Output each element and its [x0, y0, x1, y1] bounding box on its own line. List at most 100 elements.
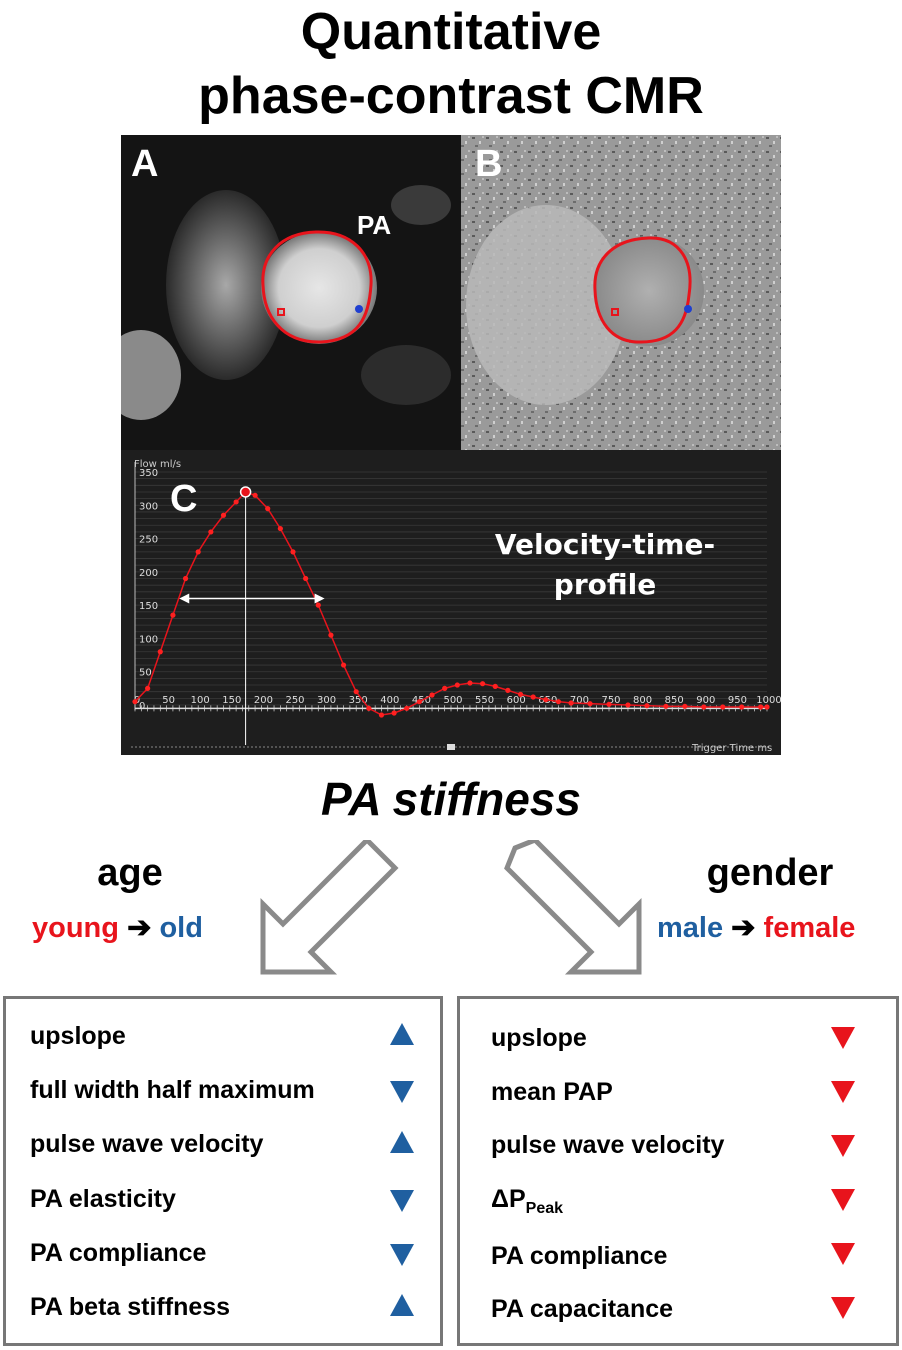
data-point	[517, 691, 524, 697]
x-tick-label: 200	[254, 695, 273, 706]
chart-panel	[121, 450, 781, 755]
data-point	[442, 685, 448, 691]
delta-p-label: ΔP	[491, 1185, 526, 1213]
arrow-to-gender-icon	[504, 840, 642, 975]
gender-item: pulse wave velocity	[491, 1131, 725, 1159]
down-arrow-icon	[390, 1081, 414, 1103]
data-point	[701, 704, 707, 710]
data-point	[764, 704, 770, 710]
x-tick-label: 850	[665, 695, 684, 706]
x-tick-label: 150	[222, 695, 241, 706]
down-arrow-icon	[831, 1027, 855, 1049]
panel-label-b: B	[475, 143, 503, 185]
data-point	[505, 687, 511, 693]
gender-item: mean PAP	[491, 1078, 613, 1106]
pa-contour-a	[261, 230, 373, 344]
x-tick-label: 250	[285, 695, 304, 706]
data-point	[404, 705, 410, 711]
data-point	[277, 525, 283, 532]
gender-from: male	[657, 912, 724, 944]
up-arrow-icon	[390, 1023, 414, 1045]
gender-item: PA capacitance	[491, 1295, 674, 1323]
data-point	[132, 699, 138, 705]
y-tick-label: 50	[139, 668, 152, 679]
pa-vessel-magnitude	[261, 232, 377, 344]
x-tick-label: 1000	[756, 695, 781, 706]
down-arrow-icon	[831, 1297, 855, 1319]
age-findings-box: upslope full width half maximum pulse wa…	[3, 996, 443, 1346]
data-point	[644, 703, 650, 709]
data-point	[758, 704, 764, 710]
data-point	[429, 692, 435, 698]
data-point	[720, 704, 726, 710]
peak-marker	[239, 486, 252, 498]
chart-marks	[132, 486, 770, 745]
panel-label-a: A	[131, 143, 159, 185]
down-arrow-icon	[390, 1244, 414, 1266]
age-item: pulse wave velocity	[30, 1130, 264, 1158]
age-from: young	[32, 912, 119, 944]
data-point	[568, 700, 574, 706]
cmr-figure: 0501001502002503003500501001502002503003…	[121, 135, 781, 755]
data-point	[315, 602, 321, 608]
down-arrow-icon	[831, 1243, 855, 1265]
y-tick-label: 300	[139, 501, 158, 512]
gender-to: female	[763, 912, 856, 944]
data-point	[391, 710, 397, 716]
data-point	[366, 705, 372, 711]
x-tick-label: 950	[728, 695, 747, 706]
down-arrow-icon	[831, 1189, 855, 1211]
chart-grid	[134, 462, 767, 710]
pa-label: PA	[357, 210, 392, 240]
up-arrow-icon	[390, 1294, 414, 1316]
data-point	[555, 699, 562, 705]
title-line-1: Quantitative	[300, 3, 602, 61]
data-point	[145, 685, 151, 691]
data-point	[416, 699, 422, 705]
data-point	[530, 694, 536, 700]
mri-structure-left	[166, 190, 286, 380]
pa-vessel-phase	[594, 236, 704, 346]
x-tick-label: 550	[475, 695, 494, 706]
data-point	[340, 662, 347, 668]
x-tick-label: 350	[349, 695, 368, 706]
data-point	[233, 499, 239, 505]
x-tick-label: 700	[570, 695, 589, 706]
chart-title-line-2: profile	[553, 568, 657, 601]
age-item: full width half maximum	[30, 1076, 315, 1104]
delta-p-subscript: Peak	[525, 1200, 564, 1217]
data-point	[606, 701, 612, 707]
data-point	[663, 703, 669, 709]
gender-trend-arrow-icon: ➔	[731, 912, 756, 944]
fwhm-arrow-left-icon	[179, 593, 190, 604]
x-tick-label: 600	[507, 695, 526, 706]
x-tick-label: 100	[191, 695, 210, 706]
hollow-arrows	[260, 840, 642, 975]
data-point	[480, 681, 486, 687]
x-tick-label: 900	[696, 695, 715, 706]
data-point	[157, 649, 163, 655]
data-point	[303, 575, 309, 582]
up-arrow-icon	[390, 1131, 414, 1153]
data-point	[587, 701, 593, 707]
y-tick-label: 350	[139, 468, 158, 479]
down-arrow-icon	[390, 1190, 414, 1212]
y-tick-label: 150	[139, 601, 158, 612]
chart-x-axis-label: Trigger Time ms	[692, 743, 773, 754]
data-point	[739, 704, 745, 710]
x-tick-label: 50	[162, 695, 175, 706]
data-point	[467, 680, 473, 686]
chart-title-line-1: Velocity-time-	[494, 528, 716, 561]
data-point	[682, 703, 688, 709]
data-point	[454, 682, 460, 688]
chart-title: Velocity-time- profile	[470, 525, 740, 605]
data-point	[170, 612, 176, 618]
title-line-2: phase-contrast CMR	[198, 67, 704, 125]
gender-item: upslope	[491, 1024, 587, 1052]
chart-y-axis-label: Flow ml/s	[134, 459, 182, 470]
x-tick-label: 800	[633, 695, 652, 706]
age-item: PA compliance	[30, 1239, 207, 1267]
age-trend-arrow-icon: ➔	[127, 912, 152, 944]
gender-item: PA compliance	[491, 1242, 668, 1270]
data-point	[265, 506, 271, 512]
